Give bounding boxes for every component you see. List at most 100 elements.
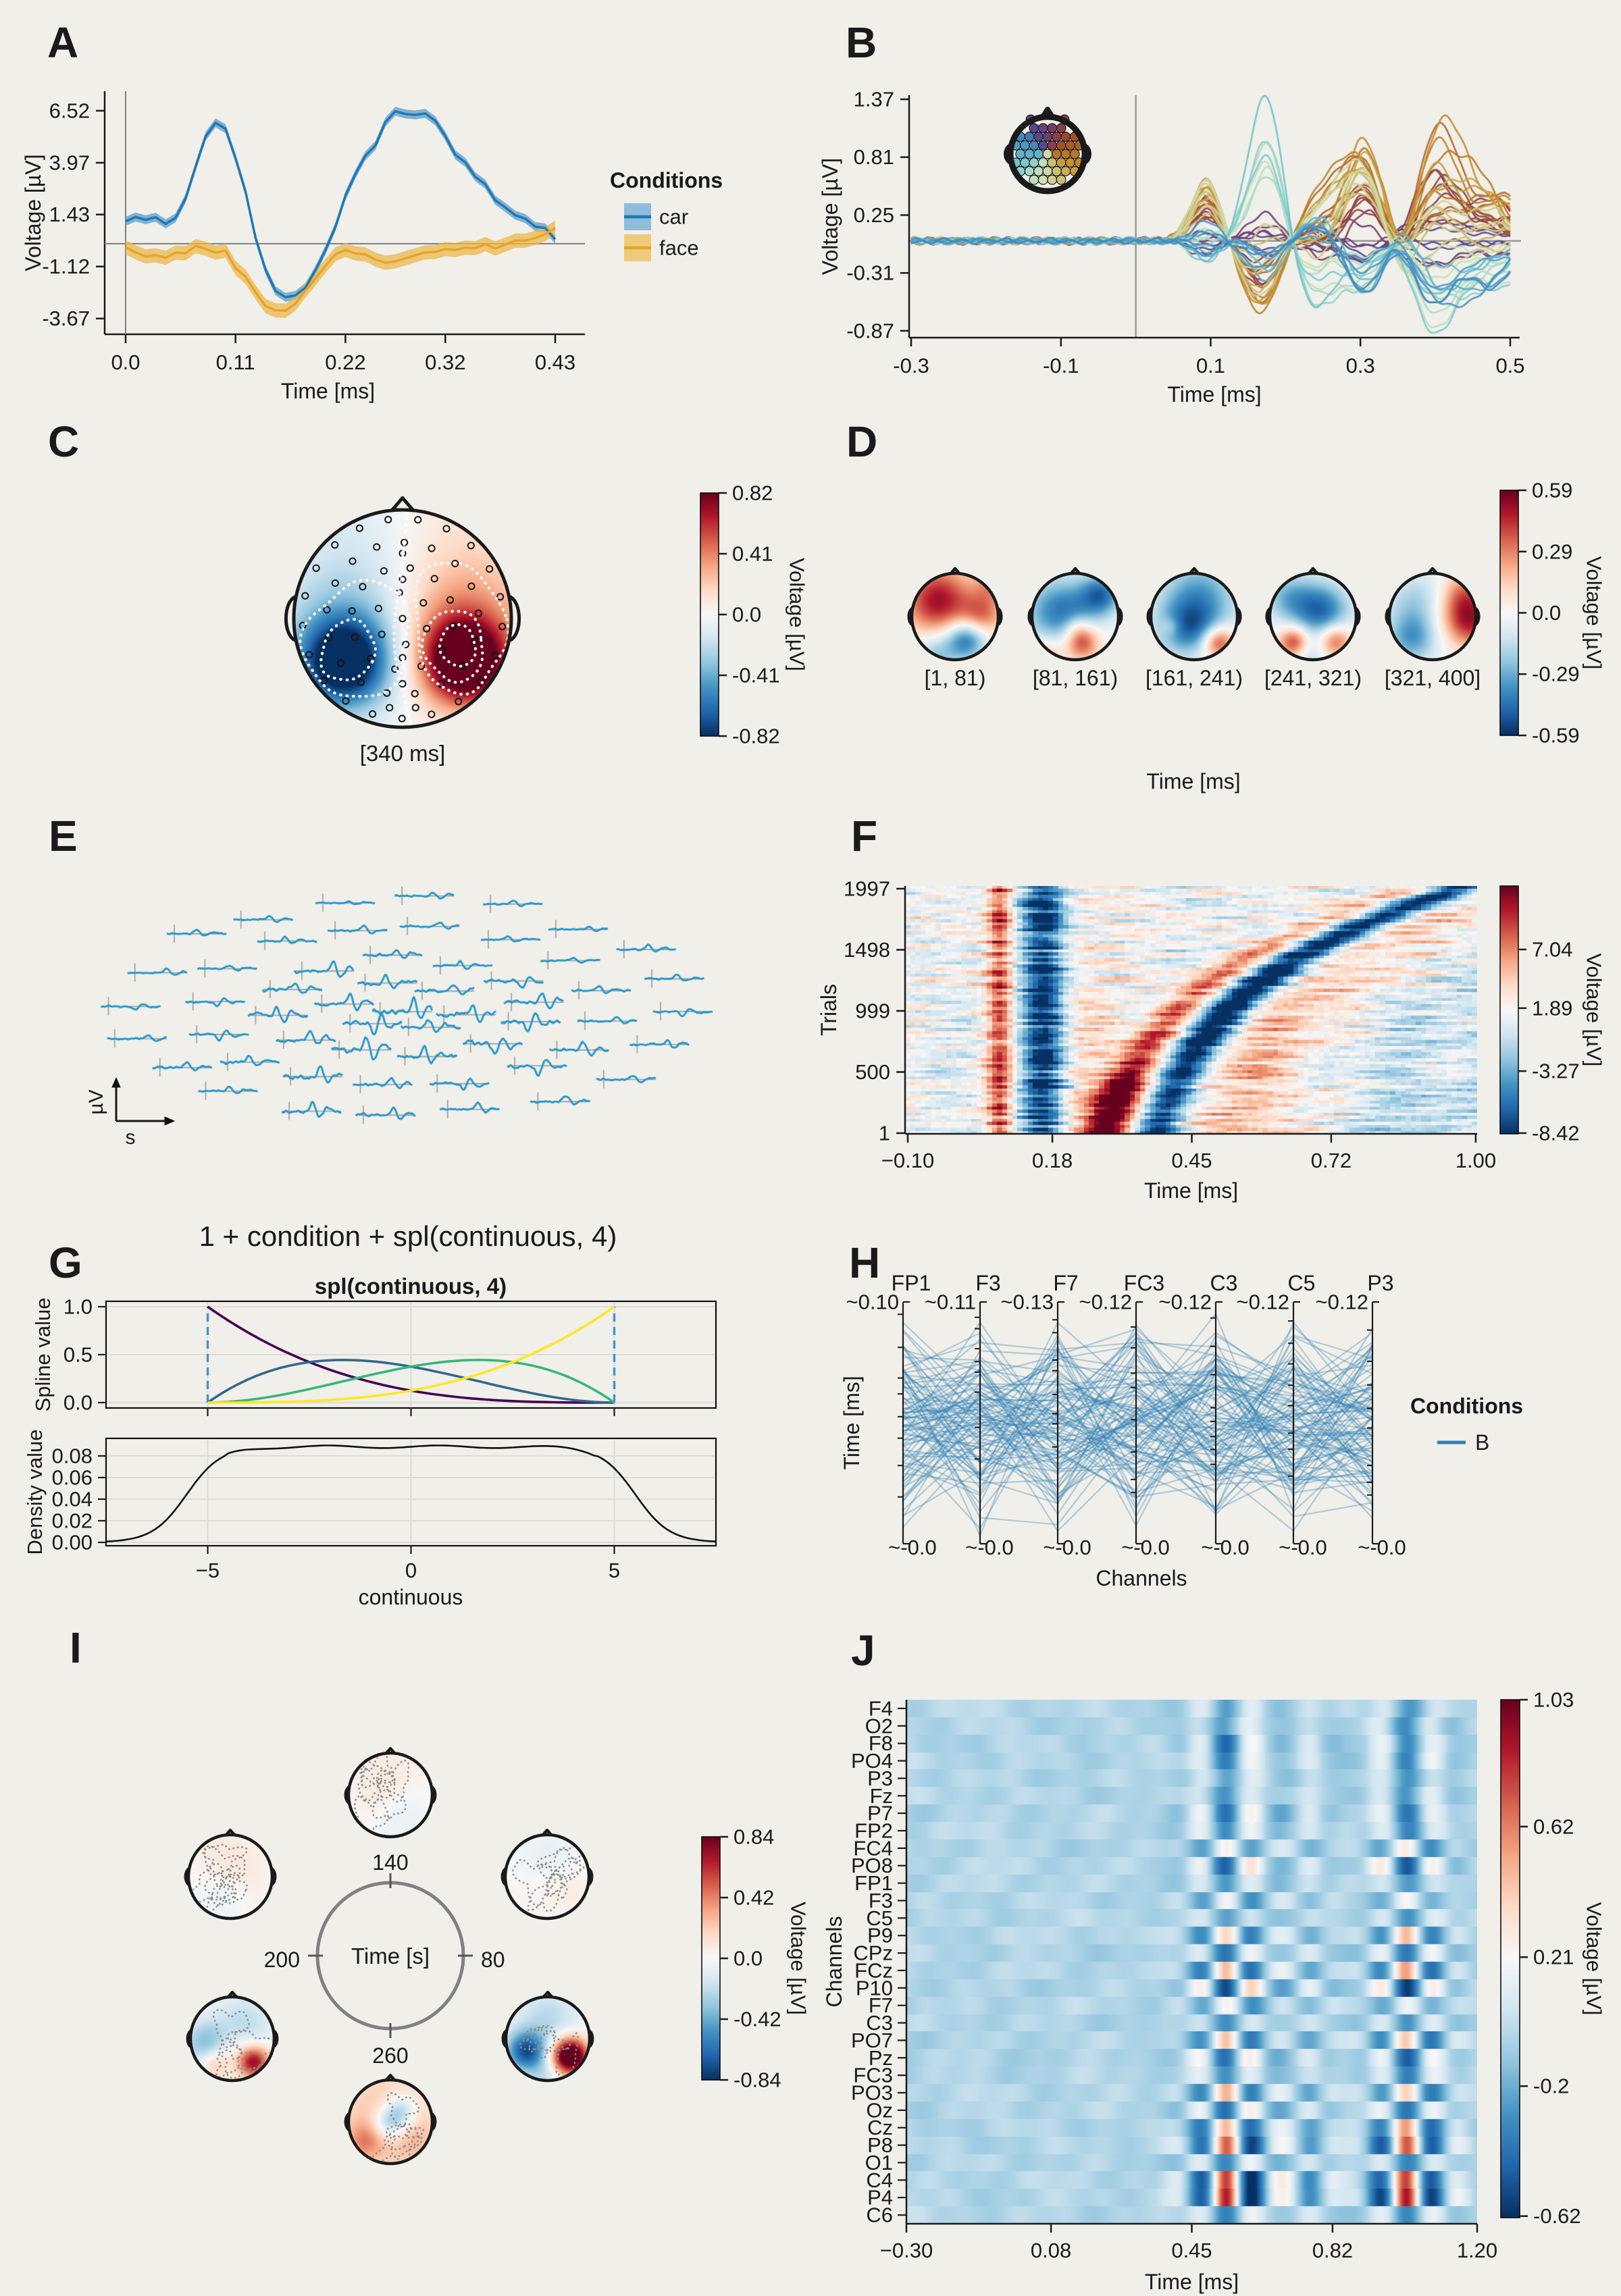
svg-text:Density value: Density value [23,1429,47,1555]
svg-text:Channels: Channels [822,1916,846,2007]
svg-text:-1.12: -1.12 [42,255,90,278]
svg-text:~-0.0: ~-0.0 [1279,1536,1327,1559]
svg-text:0.45: 0.45 [1171,1149,1212,1172]
svg-text:F7: F7 [869,1993,893,2017]
svg-text:spl(continuous, 4): spl(continuous, 4) [315,1274,507,1299]
svg-text:1.20: 1.20 [1457,2239,1497,2262]
svg-text:-0.59: -0.59 [1532,724,1580,748]
svg-text:3.97: 3.97 [49,151,90,175]
svg-text:P4: P4 [867,2186,893,2210]
svg-text:0.08: 0.08 [52,1444,93,1468]
svg-text:A: A [47,18,78,67]
svg-text:C: C [48,417,79,466]
svg-text:0.81: 0.81 [854,145,894,169]
svg-text:E: E [49,812,78,860]
svg-text:−5: −5 [196,1559,220,1582]
svg-text:P7: P7 [867,1802,893,1825]
svg-text:~-0.0: ~-0.0 [1121,1536,1170,1559]
svg-text:C3: C3 [866,2011,893,2035]
svg-text:[321, 400]: [321, 400] [1385,666,1481,690]
svg-text:0.32: 0.32 [425,350,465,374]
svg-text:FP2: FP2 [854,1819,893,1843]
svg-text:Time [ms]: Time [ms] [1167,382,1261,407]
svg-text:PO4: PO4 [851,1749,893,1773]
svg-text:~-0.0: ~-0.0 [1201,1536,1250,1559]
svg-text:0.04: 0.04 [52,1488,93,1511]
svg-text:PO3: PO3 [851,2081,893,2105]
svg-text:F3: F3 [869,1889,893,1912]
svg-text:face: face [659,236,699,260]
svg-text:G: G [49,1238,82,1287]
svg-text:Time [ms]: Time [ms] [1146,769,1240,793]
svg-text:Time [ms]: Time [ms] [1144,1178,1238,1203]
svg-text:P10: P10 [856,1976,893,2000]
svg-text:-0.41: -0.41 [732,664,780,687]
svg-text:200: 200 [264,1948,300,1972]
svg-text:P3: P3 [867,1767,893,1790]
svg-text:FC3: FC3 [1124,1271,1164,1295]
svg-text:0.00: 0.00 [52,1531,93,1555]
svg-text:Voltage [µV]: Voltage [µV] [818,158,842,275]
svg-text:-0.42: -0.42 [734,2008,781,2031]
svg-text:Voltage [µV]: Voltage [µV] [787,1902,810,2015]
svg-text:-0.84: -0.84 [734,2068,781,2092]
svg-text:0.5: 0.5 [63,1343,93,1367]
svg-text:0.59: 0.59 [1532,479,1572,502]
svg-text:D: D [846,417,877,466]
svg-text:Pz: Pz [869,2046,893,2070]
svg-text:PO8: PO8 [851,1854,893,1877]
svg-text:O1: O1 [865,2151,893,2174]
svg-text:car: car [659,205,688,229]
svg-text:Trials: Trials [817,984,841,1036]
svg-text:-0.3: -0.3 [893,354,929,377]
svg-text:500: 500 [855,1060,890,1084]
svg-text:0.21: 0.21 [1533,1946,1574,1969]
svg-text:~0.11: ~0.11 [925,1290,976,1314]
svg-text:FP1: FP1 [892,1271,931,1295]
svg-text:1.0: 1.0 [63,1295,93,1319]
svg-text:140: 140 [372,1850,408,1875]
svg-text:~0.12: ~0.12 [1159,1290,1212,1314]
svg-text:I: I [70,1623,82,1672]
svg-text:F3: F3 [975,1271,1000,1295]
svg-text:1.89: 1.89 [1532,996,1572,1020]
svg-text:~0.10: ~0.10 [846,1290,899,1314]
svg-text:[1, 81): [1, 81) [925,666,986,690]
svg-text:O2: O2 [865,1714,893,1738]
svg-text:0.11: 0.11 [216,350,255,374]
svg-text:0.22: 0.22 [325,350,365,374]
svg-text:1: 1 [879,1122,890,1145]
svg-text:-0.2: -0.2 [1533,2075,1569,2098]
svg-text:~0.12: ~0.12 [1237,1290,1289,1314]
svg-text:0.0: 0.0 [732,603,761,627]
svg-text:-0.87: -0.87 [846,319,894,342]
svg-text:~-0.0: ~-0.0 [1043,1536,1091,1559]
svg-text:Time [s]: Time [s] [351,1943,430,1968]
svg-text:-0.31: -0.31 [846,261,894,285]
svg-text:Voltage [µV]: Voltage [µV] [786,558,809,671]
svg-text:0.0: 0.0 [111,350,140,374]
svg-text:Cz: Cz [867,2116,893,2139]
svg-text:999: 999 [855,999,890,1023]
svg-text:0.0: 0.0 [1532,601,1561,625]
svg-text:FC3: FC3 [853,2064,893,2087]
svg-text:Voltage [µV]: Voltage [µV] [1583,1902,1606,2016]
svg-text:Voltage [µV]: Voltage [µV] [1583,954,1606,1067]
svg-text:P9: P9 [867,1924,893,1948]
svg-text:80: 80 [481,1948,505,1972]
svg-text:C6: C6 [866,2203,893,2227]
svg-text:Spline value: Spline value [31,1298,55,1412]
svg-text:1.43: 1.43 [49,203,90,226]
svg-text:5: 5 [609,1559,620,1582]
svg-text:F8: F8 [869,1731,893,1755]
svg-text:1 + condition + spl(continuous: 1 + condition + spl(continuous, 4) [199,1220,617,1252]
svg-text:-0.62: -0.62 [1533,2204,1581,2228]
svg-text:FP1: FP1 [854,1871,893,1895]
svg-text:0.08: 0.08 [1031,2239,1071,2262]
svg-text:Channels: Channels [1096,1566,1187,1590]
svg-text:−0.30: −0.30 [880,2239,933,2262]
svg-text:260: 260 [372,2043,408,2068]
svg-text:~-0.0: ~-0.0 [1358,1536,1406,1559]
svg-text:~-0.0: ~-0.0 [888,1536,937,1559]
svg-text:0.1: 0.1 [1196,354,1225,377]
